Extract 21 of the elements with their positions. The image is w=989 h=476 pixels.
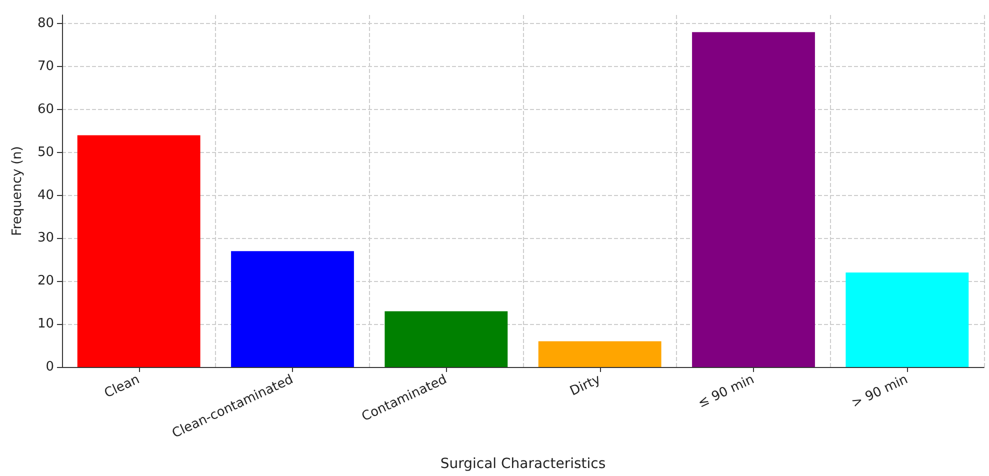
x-tick-label: > 90 min xyxy=(849,372,910,412)
y-tick-label: 80 xyxy=(37,16,54,32)
y-tick-label: 20 xyxy=(37,274,54,289)
bar xyxy=(231,251,354,367)
y-tick-label: 0 xyxy=(46,360,54,374)
y-axis-title: Frequency (n) xyxy=(10,146,25,236)
bar xyxy=(538,341,662,367)
y-tick-label: 30 xyxy=(37,230,54,246)
y-tick-label: 40 xyxy=(37,188,54,203)
y-tick-label: 50 xyxy=(37,144,54,160)
y-tick-label: 10 xyxy=(37,316,54,332)
x-tick-label: ≤ 90 min xyxy=(696,372,757,412)
y-tick-label: 70 xyxy=(37,59,54,74)
y-tick-label: 60 xyxy=(37,102,54,117)
x-tick-label: Dirty xyxy=(568,372,604,400)
bar xyxy=(384,311,508,367)
x-axis-title: Surgical Characteristics xyxy=(440,456,606,472)
bar xyxy=(692,32,815,367)
bar xyxy=(77,135,200,367)
x-tick-label: Clean xyxy=(102,372,142,402)
bar xyxy=(846,272,969,367)
